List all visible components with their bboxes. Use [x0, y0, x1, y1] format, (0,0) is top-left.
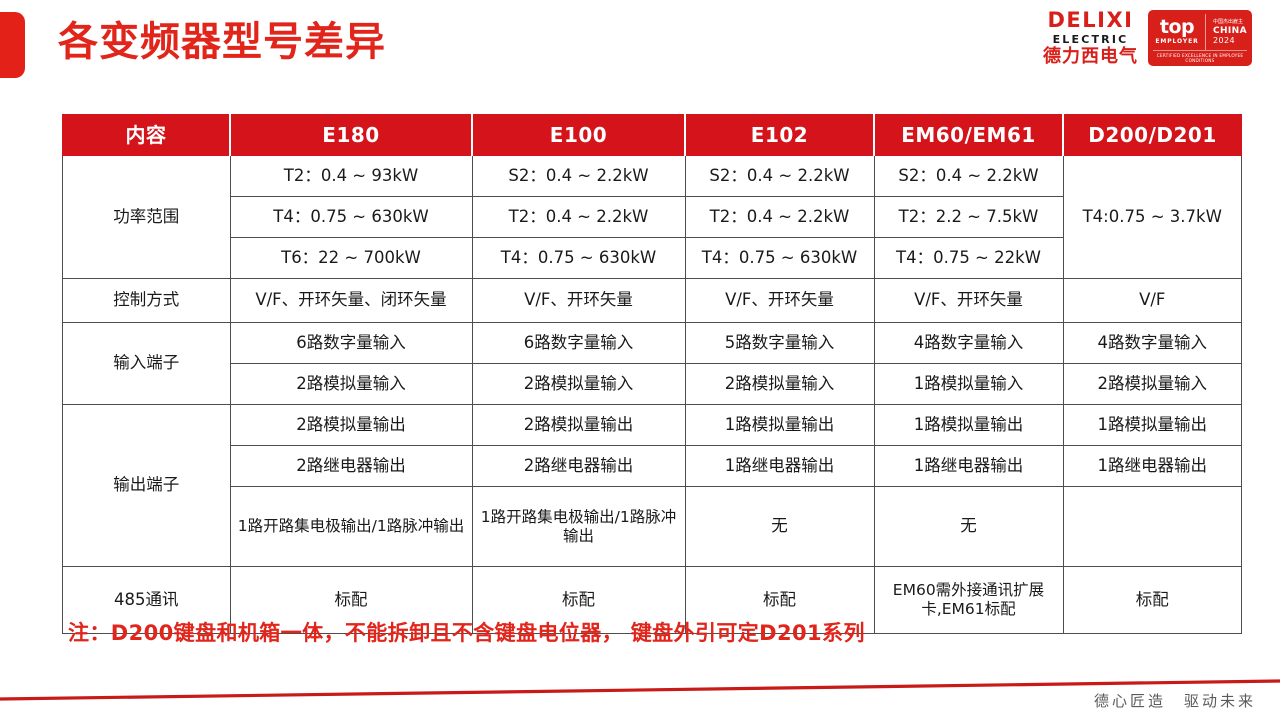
brand-name-en: DELIXI: [1047, 8, 1134, 32]
cell-input-e180-1: 6路数字量输入: [229, 322, 473, 364]
cell-control-em60: V/F、开环矢量: [873, 278, 1064, 323]
column-header-content: 内容: [62, 114, 231, 156]
cell-input-e102-1: 5路数字量输入: [684, 322, 875, 364]
column-header-e100: E100: [471, 114, 686, 156]
cell-485-e180: 标配: [229, 566, 473, 634]
cell-output-e100-3: 1路开路集电极输出/1路脉冲输出: [471, 486, 686, 567]
cell-control-d200: V/F: [1062, 278, 1242, 323]
brand-lockup: DELIXI ELECTRIC 德力西电气 top EMPLOYER 中国杰出雇…: [1043, 10, 1252, 66]
cell-output-em60-2: 1路继电器输出: [873, 445, 1064, 487]
brand-subtitle-en: ELECTRIC: [1052, 33, 1129, 46]
badge-top-word: top: [1159, 15, 1195, 38]
cell-power-e180-3: T6：22 ~ 700kW: [229, 237, 473, 279]
cell-output-d200-2: 1路继电器输出: [1062, 445, 1242, 487]
footnote-text: 注：D200键盘和机箱一体，不能拆卸且不含键盘电位器， 键盘外引可定D201系列: [68, 621, 865, 645]
badge-cn-line: 中国杰出雇主: [1213, 19, 1244, 26]
cell-power-em60-1: S2：0.4 ~ 2.2kW: [873, 155, 1064, 197]
table-head: 内容 E180 E100 E102 EM60/EM61 D200/D201: [62, 114, 1242, 156]
cell-input-e180-2: 2路模拟量输入: [229, 363, 473, 405]
page-title: 各变频器型号差异: [58, 19, 386, 65]
cell-output-e180-1: 2路模拟量输出: [229, 404, 473, 446]
cell-485-d200: 标配: [1062, 566, 1242, 634]
top-employer-badge: top EMPLOYER 中国杰出雇主 CHINA 2024 CERTIFIED…: [1148, 10, 1252, 66]
row-label-output-terminals: 输出端子: [62, 404, 231, 567]
cell-input-e100-2: 2路模拟量输入: [471, 363, 686, 405]
cell-control-e180: V/F、开环矢量、闭环矢量: [229, 278, 473, 323]
cell-485-e100: 标配: [471, 566, 686, 634]
badge-region-block: 中国杰出雇主 CHINA 2024: [1210, 14, 1247, 50]
cell-input-e100-1: 6路数字量输入: [471, 322, 686, 364]
cell-power-e102-1: S2：0.4 ~ 2.2kW: [684, 155, 875, 197]
cell-output-d200-3: [1062, 486, 1242, 567]
badge-top-block: top EMPLOYER: [1153, 14, 1201, 50]
cell-output-e180-2: 2路继电器输出: [229, 445, 473, 487]
row-label-input-terminals: 输入端子: [62, 322, 231, 405]
cell-power-e100-2: T2：0.4 ~ 2.2kW: [471, 196, 686, 238]
cell-power-e100-1: S2：0.4 ~ 2.2kW: [471, 155, 686, 197]
cell-power-em60-2: T2：2.2 ~ 7.5kW: [873, 196, 1064, 238]
column-header-d200: D200/D201: [1062, 114, 1242, 156]
cell-control-e100: V/F、开环矢量: [471, 278, 686, 323]
table-row: 485通讯 标配 标配 标配 EM60需外接通讯扩展卡,EM61标配 标配: [62, 566, 1242, 634]
badge-year: 2024: [1213, 35, 1235, 45]
badge-country: CHINA: [1213, 25, 1247, 36]
cell-input-em60-2: 1路模拟量输入: [873, 363, 1064, 405]
cell-output-d200-1: 1路模拟量输出: [1062, 404, 1242, 446]
column-header-em60: EM60/EM61: [873, 114, 1064, 156]
delixi-logo: DELIXI ELECTRIC 德力西电气: [1043, 10, 1138, 66]
table-row: T6：22 ~ 700kW T4：0.75 ~ 630kW T4：0.75 ~ …: [63, 237, 1242, 279]
cell-output-e180-3: 1路开路集电极输出/1路脉冲输出: [229, 486, 473, 567]
row-label-power-range: 功率范围: [62, 155, 231, 279]
cell-power-e102-3: T4：0.75 ~ 630kW: [684, 237, 875, 279]
table-row: 输出端子 2路模拟量输出 2路模拟量输出 1路模拟量输出 1路模拟量输出 1路模…: [62, 404, 1242, 567]
badge-divider: [1205, 14, 1206, 50]
cell-control-e102: V/F、开环矢量: [684, 278, 875, 323]
table-row: 控制方式 V/F、开环矢量、闭环矢量 V/F、开环矢量 V/F、开环矢量 V/F…: [62, 278, 1242, 323]
cell-input-d200-1: 4路数字量输入: [1062, 322, 1242, 364]
row-label-485-communication: 485通讯: [62, 566, 231, 634]
badge-body: top EMPLOYER 中国杰出雇主 CHINA 2024: [1153, 14, 1247, 50]
cell-output-e100-2: 2路继电器输出: [471, 445, 686, 487]
table-row: 2路模拟量输入 2路模拟量输入 2路模拟量输入 1路模拟量输入 2路模拟量输入: [63, 363, 1242, 405]
cell-output-em60-3: 无: [873, 486, 1064, 567]
cell-output-e102-3: 无: [684, 486, 875, 567]
brand-name-cn: 德力西电气: [1043, 46, 1138, 67]
footer-slogan: 德心匠造 驱动未来: [1093, 692, 1256, 710]
cell-input-d200-2: 2路模拟量输入: [1062, 363, 1242, 405]
table-row: 1路开路集电极输出/1路脉冲输出 1路开路集电极输出/1路脉冲输出 无 无: [63, 486, 1242, 567]
cell-power-e180-1: T2：0.4 ~ 93kW: [229, 155, 473, 197]
cell-output-e102-1: 1路模拟量输出: [684, 404, 875, 446]
table-row: T4：0.75 ~ 630kW T2：0.4 ~ 2.2kW T2：0.4 ~ …: [63, 196, 1242, 238]
table-row: 2路继电器输出 2路继电器输出 1路继电器输出 1路继电器输出 1路继电器输出: [63, 445, 1242, 487]
cell-485-e102: 标配: [684, 566, 875, 634]
table-row: 功率范围 T2：0.4 ~ 93kW S2：0.4 ~ 2.2kW S2：0.4…: [62, 155, 1242, 279]
badge-certified-line: CERTIFIED EXCELLENCE IN EMPLOYEE CONDITI…: [1153, 50, 1247, 63]
accent-tab: [0, 12, 25, 78]
footer-divider: [0, 679, 1280, 701]
table-row: 输入端子 6路数字量输入 6路数字量输入 5路数字量输入 4路数字量输入 4路数…: [62, 322, 1242, 405]
cell-output-em60-1: 1路模拟量输出: [873, 404, 1064, 446]
cell-power-e102-2: T2：0.4 ~ 2.2kW: [684, 196, 875, 238]
cell-output-e102-2: 1路继电器输出: [684, 445, 875, 487]
column-header-e102: E102: [684, 114, 875, 156]
cell-input-e102-2: 2路模拟量输入: [684, 363, 875, 405]
cell-power-d200-merged: T4:0.75 ~ 3.7kW: [1062, 155, 1242, 279]
badge-employer-word: EMPLOYER: [1155, 38, 1199, 46]
table-header-row: 内容 E180 E100 E102 EM60/EM61 D200/D201: [62, 114, 1242, 156]
cell-power-em60-3: T4：0.75 ~ 22kW: [873, 237, 1064, 279]
table-body: 功率范围 T2：0.4 ~ 93kW S2：0.4 ~ 2.2kW S2：0.4…: [62, 155, 1242, 634]
cell-power-e100-3: T4：0.75 ~ 630kW: [471, 237, 686, 279]
cell-output-e100-1: 2路模拟量输出: [471, 404, 686, 446]
cell-power-e180-2: T4：0.75 ~ 630kW: [229, 196, 473, 238]
model-comparison-table: 内容 E180 E100 E102 EM60/EM61 D200/D201 功率…: [62, 114, 1242, 634]
column-header-e180: E180: [229, 114, 473, 156]
row-label-control-mode: 控制方式: [62, 278, 231, 323]
cell-input-em60-1: 4路数字量输入: [873, 322, 1064, 364]
cell-485-em60: EM60需外接通讯扩展卡,EM61标配: [873, 566, 1064, 634]
